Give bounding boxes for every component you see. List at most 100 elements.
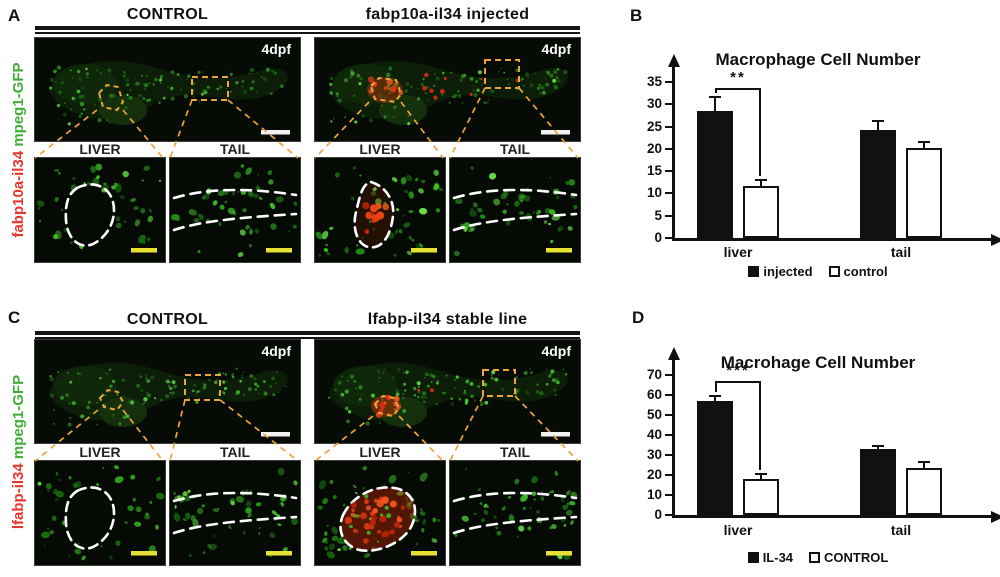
category-label: tail [890, 522, 912, 538]
x-axis-arrow [991, 233, 1000, 246]
significance-bracket-leg [759, 88, 761, 177]
panel-c-header-underline [35, 331, 580, 339]
panel-a-control-tail-inset-image [169, 157, 301, 263]
y-tick [665, 214, 672, 217]
panel-c-stable-tail-inset-image [449, 460, 581, 566]
transgene-label-red: fabp10a-il34 [10, 150, 27, 238]
error-bar [877, 446, 879, 449]
chart-b-title: Macrophage Cell Number [715, 50, 921, 69]
y-tick-label: 70 [646, 367, 662, 382]
y-axis-arrow [667, 347, 680, 360]
y-tick-label: 5 [654, 207, 662, 223]
chart-legend: injected control [640, 264, 996, 279]
y-tick [665, 125, 672, 128]
y-tick-label: 0 [654, 230, 662, 245]
reporter-label-green: mpeg1-GFP [10, 62, 27, 147]
dpf-label: 4dpf [261, 343, 291, 359]
legend-swatch-icon [747, 552, 759, 563]
error-bar-cap [918, 141, 930, 144]
y-tick-label: 20 [646, 140, 662, 156]
panel-b-letter: B [630, 6, 643, 25]
legend-label: IL-34 [762, 550, 794, 565]
error-bar-cap [918, 461, 930, 463]
panel-a-inset-label-liver: LIVER [79, 141, 121, 157]
legend-item: CONTROL [809, 550, 888, 565]
panel-c-stable-whole-fish-image: 4dpf [314, 339, 581, 444]
y-tick-label: 50 [646, 407, 662, 422]
panel-a-header-control: CONTROL [126, 6, 209, 23]
legend-swatch-icon [748, 266, 760, 277]
error-bar-cap [709, 395, 721, 397]
panel-c-inset-label-liver: LIVER [79, 444, 121, 460]
x-axis [672, 515, 992, 518]
error-bar [760, 474, 762, 479]
y-tick-label: 40 [646, 427, 662, 442]
panel-c-control-liver-inset-image [34, 460, 166, 566]
panel-a-control-liver-inset-image [34, 157, 166, 263]
y-tick-label: 60 [646, 387, 662, 402]
error-bar-cap [872, 445, 884, 447]
y-tick [665, 414, 672, 416]
bar-injected [697, 110, 733, 238]
legend-item: injected [748, 264, 813, 279]
legend-label: CONTROL [824, 550, 889, 565]
bar-chart-macrophage-top: Macrophage Cell Number 0 5 10 15 20 25 30 35 liv… [640, 42, 1000, 290]
panel-c-row-label: lfabp-il34 mpeg1-GFP [8, 337, 30, 567]
error-bar-cap [755, 179, 767, 182]
panel-c-header-control: CONTROL [126, 311, 209, 328]
panel-a-inset-label-tail: TAIL [499, 141, 531, 157]
panel-c-stable-liver-inset-image [314, 460, 446, 566]
reporter-label-green: mpeg1-GFP [10, 374, 27, 460]
y-tick [665, 81, 672, 83]
error-bar-cap [872, 120, 884, 123]
x-axis-arrow [991, 510, 1000, 523]
y-tick [665, 494, 672, 496]
bar-control [743, 185, 779, 238]
panel-a-inset-label-liver: LIVER [359, 141, 401, 157]
chart-legend: IL-34 CONTROL [640, 550, 996, 565]
category-label: tail [890, 244, 912, 260]
bar-IL-34 [697, 401, 733, 515]
x-axis [672, 238, 992, 241]
panel-a-header-treatment: fabp10a-il34 injected [365, 6, 530, 23]
legend-label: control [843, 264, 888, 279]
legend-item: control [828, 264, 888, 279]
bar-injected [860, 129, 896, 238]
error-bar [714, 396, 716, 401]
panel-c-inset-label-tail: TAIL [219, 444, 251, 460]
error-bar [923, 142, 925, 148]
panel-c-inset-label-liver: LIVER [359, 444, 401, 460]
panel-c-control-tail-inset-image [169, 460, 301, 566]
significance-bracket [715, 88, 761, 90]
bar-IL-34 [860, 449, 896, 515]
y-axis [672, 359, 675, 515]
panel-d-letter: D [632, 308, 645, 327]
y-tick [665, 454, 672, 456]
y-tick [665, 514, 672, 516]
significance-bracket [715, 381, 761, 383]
significance-bracket-leg [759, 381, 761, 470]
y-tick-label: 10 [646, 487, 662, 502]
y-tick [665, 103, 672, 106]
error-bar [714, 96, 716, 111]
y-tick-label: 35 [646, 74, 662, 89]
y-axis [672, 66, 675, 238]
legend-swatch-icon [828, 266, 840, 277]
y-tick [665, 170, 672, 173]
legend-label: injected [763, 264, 813, 279]
significance-bracket-leg [715, 381, 717, 392]
panel-a-row-label: fabp10a-il34 mpeg1-GFP [8, 35, 30, 265]
legend-swatch-icon [809, 552, 821, 563]
transgene-label-red: lfabp-il34 [10, 463, 27, 530]
significance-stars: *** [726, 362, 750, 379]
bar-CONTROL [906, 468, 942, 515]
panel-a-control-whole-fish-image: 4dpf [34, 37, 301, 142]
error-bar [877, 121, 879, 130]
y-tick-label: 30 [646, 96, 662, 112]
panel-a-injected-liver-inset-image [314, 157, 446, 263]
error-bar [923, 462, 925, 468]
y-tick-label: 10 [646, 185, 662, 201]
category-label: liver [723, 244, 753, 260]
y-tick-label: 0 [654, 507, 662, 522]
